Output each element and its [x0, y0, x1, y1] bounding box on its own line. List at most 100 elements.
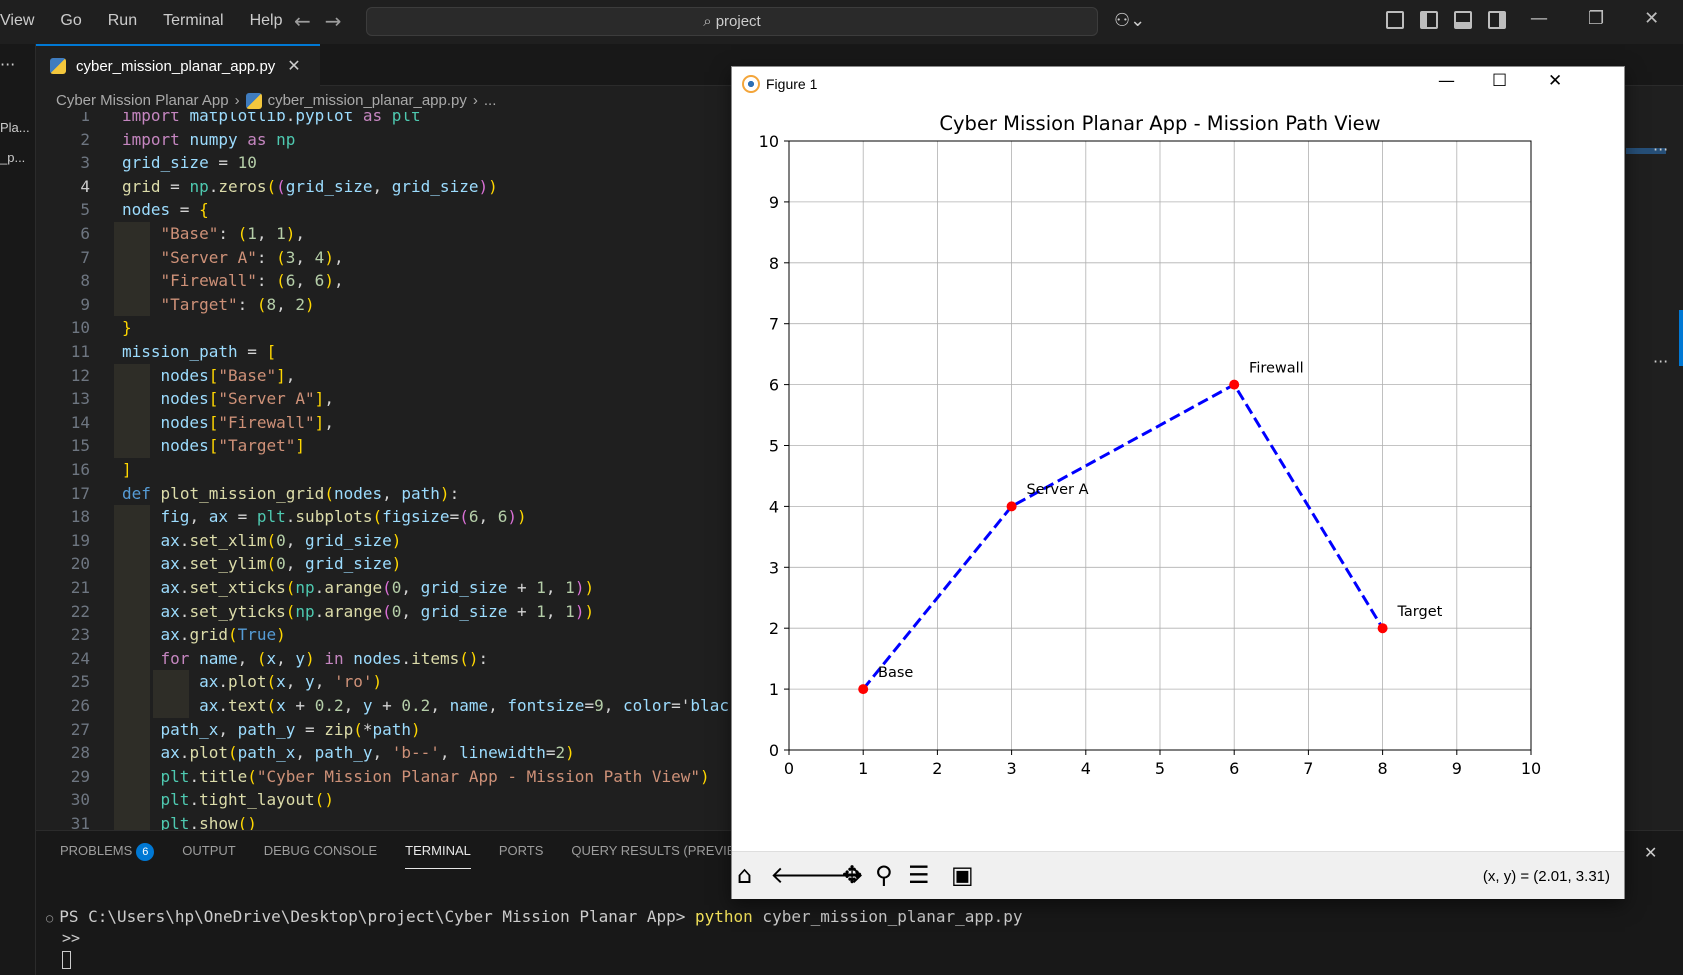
code-line[interactable]: 5 nodes = {	[36, 198, 736, 222]
explorer-item-folder[interactable]: Pla...	[0, 120, 30, 135]
figure-minimize-icon[interactable]: —	[1438, 71, 1455, 91]
breadcrumb-folder[interactable]: Cyber Mission Planar App	[56, 92, 229, 109]
node-marker[interactable]	[858, 684, 869, 695]
code-line[interactable]: 24 for name, (x, y) in nodes.items():	[36, 646, 736, 671]
code-line[interactable]: 17 def plot_mission_grid(nodes, path):	[36, 482, 736, 506]
line-number: 6	[80, 224, 90, 243]
code-line[interactable]: 22 ax.set_yticks(np.arange(0, grid_size …	[36, 599, 736, 624]
toggle-sidebar-icon[interactable]	[1420, 11, 1438, 29]
code-line[interactable]: 27 path_x, path_y = zip(*path)	[36, 717, 736, 742]
code-text: ax.set_ylim(0, grid_size)	[160, 554, 402, 574]
menu-help[interactable]: Help	[249, 12, 283, 29]
command-center-search[interactable]: ⌕ project	[366, 7, 1098, 36]
code-line[interactable]: 16]	[36, 458, 736, 482]
indent-guide	[114, 788, 150, 812]
x-tick-label: 2	[932, 759, 942, 778]
tab-output[interactable]: OUTPUT	[182, 843, 236, 858]
code-line[interactable]: 8 "Firewall": (6, 6),	[36, 269, 736, 293]
node-marker[interactable]	[1229, 379, 1240, 390]
tab-cyber-mission-planar-app[interactable]: cyber_mission_planar_app.py ✕	[36, 44, 320, 86]
terminal-cursor[interactable]	[62, 951, 71, 969]
menu-run[interactable]: Run	[107, 12, 138, 29]
breadcrumb-file[interactable]: cyber_mission_planar_app.py	[267, 92, 467, 109]
plot-canvas[interactable]: 0 1 2 3 4 5 6 7 8 9 10 0 1 2 3 4 5 6 7 8 9 10 Cyber Mission Pl…	[732, 101, 1624, 851]
code-line[interactable]: 20 ax.set_ylim(0, grid_size)	[36, 552, 736, 576]
code-line[interactable]: 12 nodes["Base"],	[36, 363, 736, 388]
code-line[interactable]: 13 nodes["Server A"],	[36, 387, 736, 411]
code-line[interactable]: 9 "Target": (8, 2)	[36, 292, 736, 317]
customize-layout-icon[interactable]	[1386, 11, 1404, 29]
code-line[interactable]: 23 ax.grid(True)	[36, 623, 736, 647]
code-line[interactable]: 7 "Server A": (3, 4),	[36, 245, 736, 270]
code-text: def plot_mission_grid(nodes, path):	[122, 483, 460, 503]
restore-icon[interactable]: ❐	[1588, 8, 1605, 29]
close-icon[interactable]: ✕	[1644, 8, 1660, 29]
back-icon[interactable]: 🡐	[770, 861, 835, 889]
code-line[interactable]: 3 grid_size = 10	[36, 151, 736, 175]
menu-view[interactable]: View	[0, 12, 35, 29]
line-number: 23	[70, 625, 90, 645]
breadcrumb-more[interactable]: ...	[483, 92, 497, 109]
code-line[interactable]: 31 plt.show()	[36, 812, 736, 830]
tab-problems[interactable]: PROBLEMS 6	[60, 843, 155, 861]
code-line[interactable]: 29 plt.title("Cyber Mission Planar App -…	[36, 764, 736, 789]
line-number: 10	[70, 318, 90, 338]
tab-close-icon[interactable]: ✕	[287, 58, 301, 75]
save-icon[interactable]: ▣	[951, 861, 974, 889]
home-icon[interactable]: ⌂	[737, 861, 753, 889]
code-line[interactable]: 25 ax.plot(x, y, 'ro')	[36, 670, 736, 694]
code-line[interactable]: 10}	[36, 316, 736, 340]
copilot-icon[interactable]: ⚇⌄	[1114, 10, 1146, 31]
code-editor[interactable]: 1 import matplotlib.pyplot as plt 2 import …	[36, 112, 736, 830]
tab-ports[interactable]: PORTS	[498, 843, 544, 858]
tab-debug-console[interactable]: DEBUG CONSOLE	[263, 843, 378, 858]
pan-icon[interactable]: ✥	[842, 861, 863, 889]
more-actions-icon[interactable]: ···	[1653, 352, 1669, 371]
code-line[interactable]: 15 nodes["Target"]	[36, 434, 736, 458]
code-text: ax.set_yticks(np.arange(0, grid_size + 1…	[160, 601, 595, 621]
toggle-panel-icon[interactable]	[1454, 11, 1472, 29]
tab-query-results[interactable]: QUERY RESULTS (PREVIEW)	[571, 843, 753, 858]
panel-close-icon[interactable]: ✕	[1644, 843, 1658, 862]
line-number: 5	[80, 200, 90, 220]
code-line[interactable]: 30 plt.tight_layout()	[36, 788, 736, 812]
forward-icon[interactable]: 🡒	[800, 861, 865, 889]
y-tick-label: 4	[769, 497, 779, 516]
code-line[interactable]: 21 ax.set_xticks(np.arange(0, grid_size …	[36, 576, 736, 600]
figure-close-icon[interactable]: ✕	[1548, 71, 1563, 91]
code-line[interactable]: 18 fig, ax = plt.subplots(figsize=(6, 6)…	[36, 505, 736, 529]
toggle-secondary-sidebar-icon[interactable]	[1488, 11, 1506, 29]
menu-terminal[interactable]: Terminal	[163, 12, 224, 29]
node-marker[interactable]	[1377, 623, 1388, 634]
code-line[interactable]: 2 import numpy as np	[36, 128, 736, 152]
more-actions-icon[interactable]: ···	[0, 55, 16, 74]
figure-maximize-icon[interactable]: ☐	[1492, 71, 1508, 91]
code-line[interactable]: 11 mission_path = [	[36, 340, 736, 364]
explorer-item-file[interactable]: _p...	[0, 150, 26, 165]
line-number: 25	[70, 672, 90, 692]
code-line[interactable]: 28 ax.plot(path_x, path_y, 'b--', linewi…	[36, 741, 736, 765]
indent-guide	[114, 552, 150, 576]
arrow-right-icon[interactable]: →	[324, 9, 342, 33]
minimize-icon[interactable]: —	[1530, 8, 1548, 29]
indent-guide	[114, 812, 150, 830]
configure-icon[interactable]: ☰	[908, 861, 930, 889]
y-tick-label: 2	[769, 619, 779, 638]
more-actions-icon[interactable]: ···	[1653, 140, 1669, 159]
zoom-icon[interactable]: ⚲	[875, 861, 893, 889]
python-file-icon	[50, 58, 66, 74]
arrow-left-icon[interactable]: ←	[294, 9, 311, 33]
node-marker[interactable]	[1006, 501, 1017, 512]
code-line[interactable]: 4 grid = np.zeros((grid_size, grid_size))	[36, 175, 736, 199]
node-label: Server A	[1026, 482, 1088, 498]
code-line[interactable]: 26 ax.text(x + 0.2, y + 0.2, name, fonts…	[36, 694, 736, 718]
code-line[interactable]: 14 nodes["Firewall"],	[36, 410, 736, 435]
menu-go[interactable]: Go	[60, 12, 82, 29]
y-tick-label: 10	[759, 132, 779, 151]
code-line[interactable]: 6 "Base": (1, 1),	[36, 222, 736, 246]
code-line[interactable]: 1 import matplotlib.pyplot as plt	[36, 112, 736, 128]
scrollbar-thumb[interactable]	[1679, 310, 1683, 366]
tab-terminal[interactable]: TERMINAL	[405, 843, 471, 869]
code-line[interactable]: 19 ax.set_xlim(0, grid_size)	[36, 528, 736, 553]
